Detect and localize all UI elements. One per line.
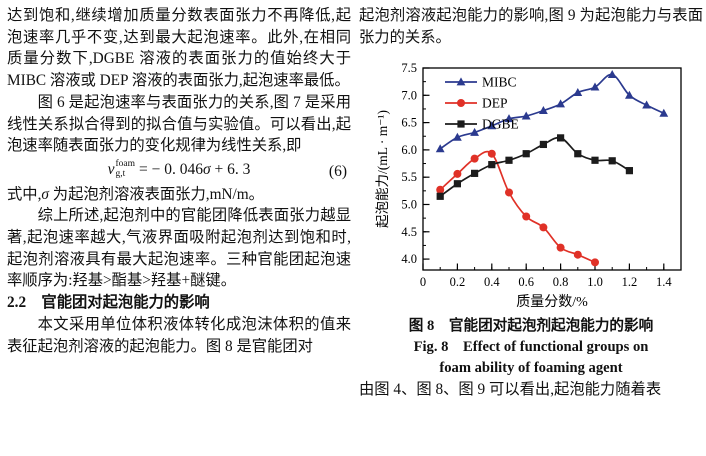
y-axis-label: 起泡能力/(mL · m⁻¹) xyxy=(375,110,390,228)
svg-text:1.4: 1.4 xyxy=(656,275,672,289)
series-DEP xyxy=(436,150,599,267)
equation-number: (6) xyxy=(328,162,347,180)
svg-text:0.8: 0.8 xyxy=(553,275,569,289)
right-column: 起泡剂溶液起泡能力的影响,图 9 为起泡能力与表面张力的关系。 0 0.2 0.4 0… xyxy=(359,5,703,401)
svg-text:5.5: 5.5 xyxy=(401,171,417,185)
left-column: 达到饱和,继续增加质量分数表面张力不再降低,起泡速率几乎不变,达到最大起泡速率。… xyxy=(7,5,351,357)
svg-text:5.0: 5.0 xyxy=(401,198,417,212)
svg-text:1.2: 1.2 xyxy=(622,275,638,289)
x-axis-label: 质量分数/% xyxy=(516,294,588,310)
paragraph-foam-ability-intro: 本文采用单位体积液体转化成泡沫体积的值来表征起泡剂溶液的起泡能力。图 8 是官能… xyxy=(7,315,351,355)
paragraph-summary: 综上所述,起泡剂中的官能团降低表面张力越显著,起泡速率越大,气液界面吸附起泡剂达… xyxy=(7,207,351,290)
svg-text:4.5: 4.5 xyxy=(401,225,417,239)
axes xyxy=(422,67,682,272)
equation-6: v foam g,t = − 0. 046σ + 6. 3 (6) xyxy=(7,157,351,184)
legend: MIBC DEP DGBE xyxy=(445,75,519,132)
section-heading-2-2: 2.2 官能团对起泡能力的影响 xyxy=(7,294,210,312)
paragraph-saturation: 达到饱和,继续增加质量分数表面张力不再降低,起泡速率几乎不变,达到最大起泡速率。… xyxy=(7,7,351,90)
legend-label-DEP: DEP xyxy=(482,96,508,111)
svg-text:1.0: 1.0 xyxy=(587,275,603,289)
svg-text:0: 0 xyxy=(420,275,426,289)
series-DGBE xyxy=(436,134,633,201)
y-axis: 4.0 4.5 5.0 5.5 6.0 6.5 7.0 7.5 起泡能力/(mL · m⁻¹) xyxy=(375,61,430,266)
equation-variable: v foam g,t xyxy=(107,159,136,179)
legend-label-MIBC: MIBC xyxy=(482,75,517,90)
legend-label-DGBE: DGBE xyxy=(482,117,519,132)
svg-text:6.5: 6.5 xyxy=(401,116,417,130)
x-axis: 0 0.2 0.4 0.6 0.8 1.0 1.2 1.4 质量分数/% xyxy=(420,263,682,310)
figure8-caption-en-line1: Fig. 8 Effect of functional groups on xyxy=(413,339,649,356)
paragraph-fig9-reference: 起泡剂溶液起泡能力的影响,图 9 为起泡能力与表面张力的关系。 xyxy=(359,7,703,46)
svg-text:0.2: 0.2 xyxy=(450,275,466,289)
figure8-chart: 0 0.2 0.4 0.6 0.8 1.0 1.2 1.4 质量分数/% 4.0 4.5 5.0 5.5… xyxy=(375,61,682,310)
paragraph-conclusion-start: 由图 4、图 8、图 9 可以看出,起泡能力随着表 xyxy=(359,381,662,399)
figure8-block: 0 0.2 0.4 0.6 0.8 1.0 1.2 1.4 质量分数/% 4.0 4.5 5.0 5.5… xyxy=(359,58,703,379)
svg-text:0.6: 0.6 xyxy=(518,275,534,289)
svg-text:4.0: 4.0 xyxy=(401,252,417,266)
svg-text:6.0: 6.0 xyxy=(401,143,417,157)
equation-body: v foam g,t = − 0. 046σ + 6. 3 xyxy=(107,159,251,179)
figure8-caption-cn: 图 8 官能团对起泡剂起泡能力的影响 xyxy=(408,318,654,335)
figure8-caption-en-line2: foam ability of foaming agent xyxy=(439,360,623,377)
series-MIBC xyxy=(435,70,669,153)
paragraph-sigma-definition: 式中,σ 为起泡剂溶液表面张力,mN/m。 xyxy=(7,185,264,203)
svg-text:7.0: 7.0 xyxy=(401,89,417,103)
paragraph-fig6-fig7: 图 6 是起泡速率与表面张力的关系,图 7 是采用线性关系拟合得到的拟合值与实验… xyxy=(7,93,351,155)
svg-text:7.5: 7.5 xyxy=(401,61,417,75)
svg-text:0.4: 0.4 xyxy=(484,275,500,289)
